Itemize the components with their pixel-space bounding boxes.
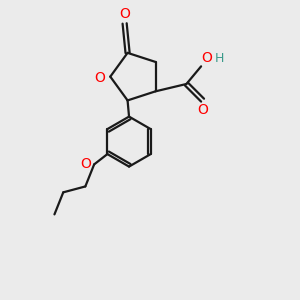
Text: O: O <box>202 51 213 65</box>
Text: O: O <box>119 7 130 20</box>
Text: H: H <box>214 52 224 65</box>
Text: O: O <box>80 158 91 171</box>
Text: O: O <box>94 71 105 85</box>
Text: O: O <box>198 103 208 117</box>
